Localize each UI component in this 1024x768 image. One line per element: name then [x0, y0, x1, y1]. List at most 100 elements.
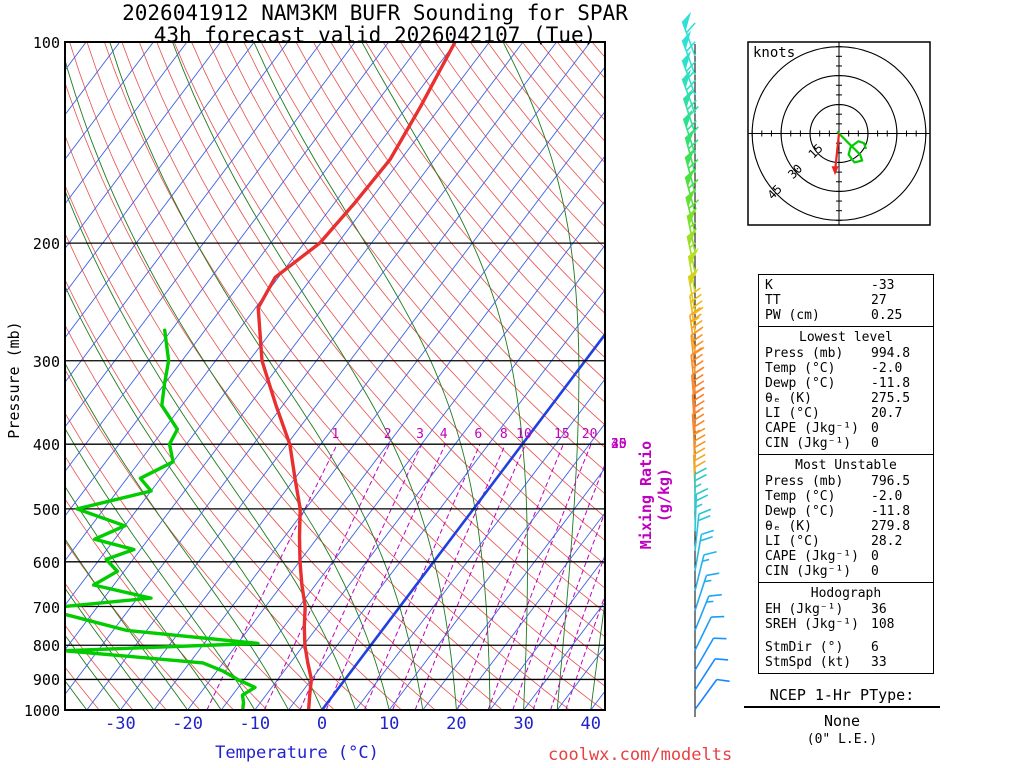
stat-row: StmSpd (kt) 33 — [765, 655, 927, 670]
stat-row: TT 27 — [765, 293, 927, 308]
stat-value: 36 — [871, 602, 887, 617]
watermark: coolwx.com/modelts — [548, 745, 733, 765]
stat-label: LI (°C) — [765, 534, 820, 549]
stat-value: 20.7 — [871, 406, 903, 421]
wind-barb — [694, 487, 709, 532]
stat-value: 0 — [871, 436, 879, 451]
panel-most-unstable: Most Unstable Press (mb) 796.5 Temp (°C) -2.… — [758, 454, 934, 583]
moist-adiabats — [65, 42, 605, 710]
mixing-ratio-label: 1 — [332, 427, 340, 442]
stat-row: Press (mb) 796.5 — [765, 474, 927, 489]
temperature-tick-label: -10 — [239, 714, 271, 734]
stat-label: TT — [765, 293, 781, 308]
ptype-block: NCEP 1-Hr PType: None (0" L.E.) — [744, 686, 940, 747]
stat-value: 0 — [871, 549, 879, 564]
pressure-tick-label: 700 — [32, 598, 60, 617]
storm-motion-arrow — [833, 133, 841, 172]
stat-label: Temp (°C) — [765, 361, 836, 376]
page-title: 2026041912 NAM3KM BUFR Sounding for SPAR — [122, 1, 628, 25]
ptype-value: None — [823, 712, 861, 730]
stat-value: 0.25 — [871, 308, 903, 323]
hodograph-trace — [836, 130, 868, 164]
wind-barb — [686, 227, 698, 273]
wind-barb — [694, 529, 715, 571]
pressure-tick-label: 600 — [32, 553, 60, 572]
profiles — [65, 42, 457, 710]
stat-label: CAPE (Jkg⁻¹) — [765, 421, 859, 436]
pressure-tick-label: 100 — [32, 34, 60, 52]
wind-barb — [694, 678, 730, 710]
stat-row: Temp (°C) -2.0 — [765, 361, 927, 376]
pressure-tick-label: 800 — [32, 637, 60, 656]
stat-value: 108 — [871, 617, 895, 632]
stat-value: 0 — [871, 421, 879, 436]
stat-row: Press (mb) 994.8 — [765, 346, 927, 361]
panel-header: Most Unstable — [795, 458, 897, 473]
dewpoint-trace — [65, 328, 260, 710]
temperature-tick-label: 40 — [580, 714, 602, 734]
wind-barb — [694, 550, 717, 591]
stat-value: 27 — [871, 293, 887, 308]
mixing-ratio-label: 15 — [554, 427, 570, 442]
wind-barb — [694, 637, 727, 671]
stat-label: K — [765, 278, 773, 293]
stat-label: CIN (Jkg⁻¹) — [765, 436, 852, 451]
stat-row: CAPE (Jkg⁻¹) 0 — [765, 421, 927, 436]
stat-row: θₑ (K) 275.5 — [765, 391, 927, 406]
stat-value: 994.8 — [871, 346, 911, 361]
stat-label: Press (mb) — [765, 474, 844, 489]
stat-label: EH (Jkg⁻¹) — [765, 602, 844, 617]
stat-label: Temp (°C) — [765, 489, 836, 504]
pressure-gridlines — [65, 242, 605, 681]
ptype-liquid-equivalent: (0" L.E.) — [806, 732, 878, 747]
stat-row: SREH (Jkg⁻¹) 108 — [765, 617, 927, 632]
stat-label: StmSpd (kt) — [765, 655, 852, 670]
pressure-tick-label: 400 — [32, 436, 60, 455]
stat-row: CIN (Jkg⁻¹) 0 — [765, 564, 927, 579]
stat-value: -11.8 — [871, 376, 911, 391]
stat-row: CIN (Jkg⁻¹) 0 — [765, 436, 927, 451]
mixing-ratio-axis-label: Mixing Ratio (g/kg) — [637, 440, 673, 550]
pressure-axis-label: Pressure (mb) — [5, 321, 23, 439]
mixing-ratio-label: 35 — [611, 437, 627, 452]
stat-value: 6 — [871, 640, 879, 655]
wind-barb — [694, 593, 722, 631]
hodograph-ring — [809, 104, 869, 164]
wind-barb — [682, 109, 699, 155]
wind-barb — [694, 658, 729, 691]
stat-label: SREH (Jkg⁻¹) — [765, 617, 859, 632]
hodograph-ring — [751, 46, 927, 221]
stat-row: Temp (°C) -2.0 — [765, 489, 927, 504]
stat-label: θₑ (K) — [765, 519, 812, 534]
stat-label: LI (°C) — [765, 406, 820, 421]
stat-value: 275.5 — [871, 391, 911, 406]
wind-barb — [694, 572, 720, 611]
temperature-tick-label: 0 — [316, 714, 328, 734]
pressure-tick-label: 300 — [32, 352, 60, 371]
pressure-tick-label: 900 — [32, 671, 60, 690]
panel-hodograph-stats: Hodograph EH (Jkg⁻¹) 36 SREH (Jkg⁻¹) 108 StmD… — [758, 582, 934, 674]
temperature-tick-label: 30 — [513, 714, 534, 734]
hodograph-units-label: knots — [753, 45, 796, 61]
ptype-title: NCEP 1-Hr PType: — [744, 686, 940, 708]
mixing-ratio-label: 20 — [582, 427, 598, 442]
panel-header: Lowest level — [799, 330, 893, 345]
stat-row: LI (°C) 20.7 — [765, 406, 927, 421]
stat-row: Dewp (°C) -11.8 — [765, 504, 927, 519]
hodograph-ring-label: 15 — [806, 141, 826, 161]
panel-lowest-level: Lowest level Press (mb) 994.8 Temp (°C) -2.0… — [758, 326, 934, 455]
mixing-ratio-lines — [206, 443, 605, 710]
stat-label: CIN (Jkg⁻¹) — [765, 564, 852, 579]
stat-row: StmDir (°) 6 — [765, 640, 927, 655]
stat-label: Press (mb) — [765, 346, 844, 361]
mixing-ratio-label: 6 — [474, 427, 482, 442]
mixing-ratio-label: 2 — [384, 427, 392, 442]
temperature-tick-label: 20 — [446, 714, 467, 734]
mixing-ratio-label: 30 — [611, 437, 627, 452]
pressure-tick-label: 1000 — [23, 702, 60, 720]
stat-label: StmDir (°) — [765, 640, 844, 655]
stat-row: EH (Jkg⁻¹) 36 — [765, 602, 927, 617]
pressure-tick-label: 500 — [32, 500, 60, 519]
